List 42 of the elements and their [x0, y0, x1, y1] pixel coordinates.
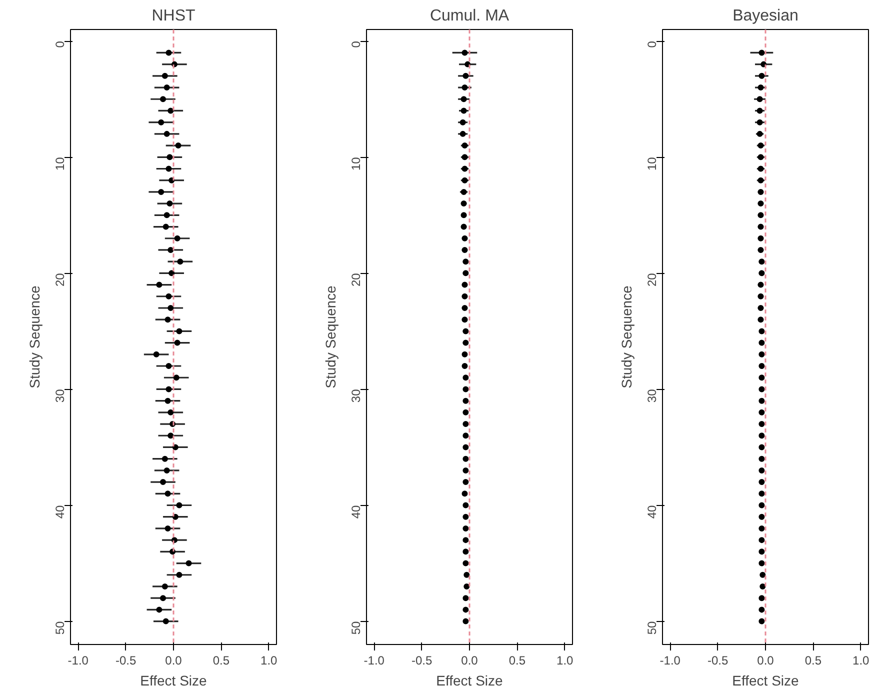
y-tick-label: 30 — [53, 388, 67, 403]
x-tick-label: 1.0 — [260, 654, 278, 668]
y-tick-label: 40 — [349, 504, 363, 519]
x-tick-label: 0.5 — [804, 654, 822, 668]
x-tick-label: 0.0 — [165, 654, 182, 668]
x-tick-label: -1.0 — [68, 654, 89, 668]
y-tick-label: 50 — [53, 620, 67, 635]
y-tick-label: 30 — [645, 388, 659, 403]
x-axis-title: Effect Size — [436, 672, 504, 688]
x-tick-label: 0.0 — [461, 654, 478, 668]
y-axis-title: Study Sequence — [322, 285, 338, 388]
x-tick-label: 0.5 — [212, 654, 230, 668]
y-tick-label: 20 — [53, 272, 67, 287]
y-tick-label: 0 — [645, 40, 659, 48]
y-tick-label: 10 — [53, 156, 67, 170]
x-tick-label: -0.5 — [411, 654, 432, 668]
x-axis-title: Effect Size — [140, 672, 208, 688]
y-tick-label: 40 — [53, 504, 67, 519]
x-tick-label: 1.0 — [556, 654, 574, 668]
x-tick-label: 1.0 — [852, 654, 870, 668]
y-tick-label: 30 — [349, 388, 363, 403]
y-tick-label: 10 — [645, 156, 659, 170]
y-tick-label: 40 — [645, 504, 659, 519]
x-axis-title: Effect Size — [732, 672, 800, 688]
x-tick-label: 0.0 — [757, 654, 774, 668]
x-tick-label: -1.0 — [660, 654, 681, 668]
x-tick-label: 0.5 — [508, 654, 526, 668]
y-axis-title: Study Sequence — [618, 285, 634, 388]
chart-title: Cumul. MA — [430, 8, 510, 24]
x-tick-label: -0.5 — [707, 654, 728, 668]
y-axis-title: Study Sequence — [26, 285, 42, 388]
y-tick-label: 20 — [349, 272, 363, 287]
y-tick-label: 20 — [645, 272, 659, 287]
y-tick-label: 50 — [349, 620, 363, 635]
y-tick-label: 0 — [349, 40, 363, 48]
y-tick-label: 0 — [53, 40, 67, 48]
x-tick-label: -1.0 — [364, 654, 385, 668]
chart-title: Bayesian — [732, 8, 798, 24]
chart-title: NHST — [152, 8, 196, 24]
y-tick-label: 50 — [645, 620, 659, 635]
x-tick-label: -0.5 — [115, 654, 136, 668]
y-tick-label: 10 — [349, 156, 363, 170]
